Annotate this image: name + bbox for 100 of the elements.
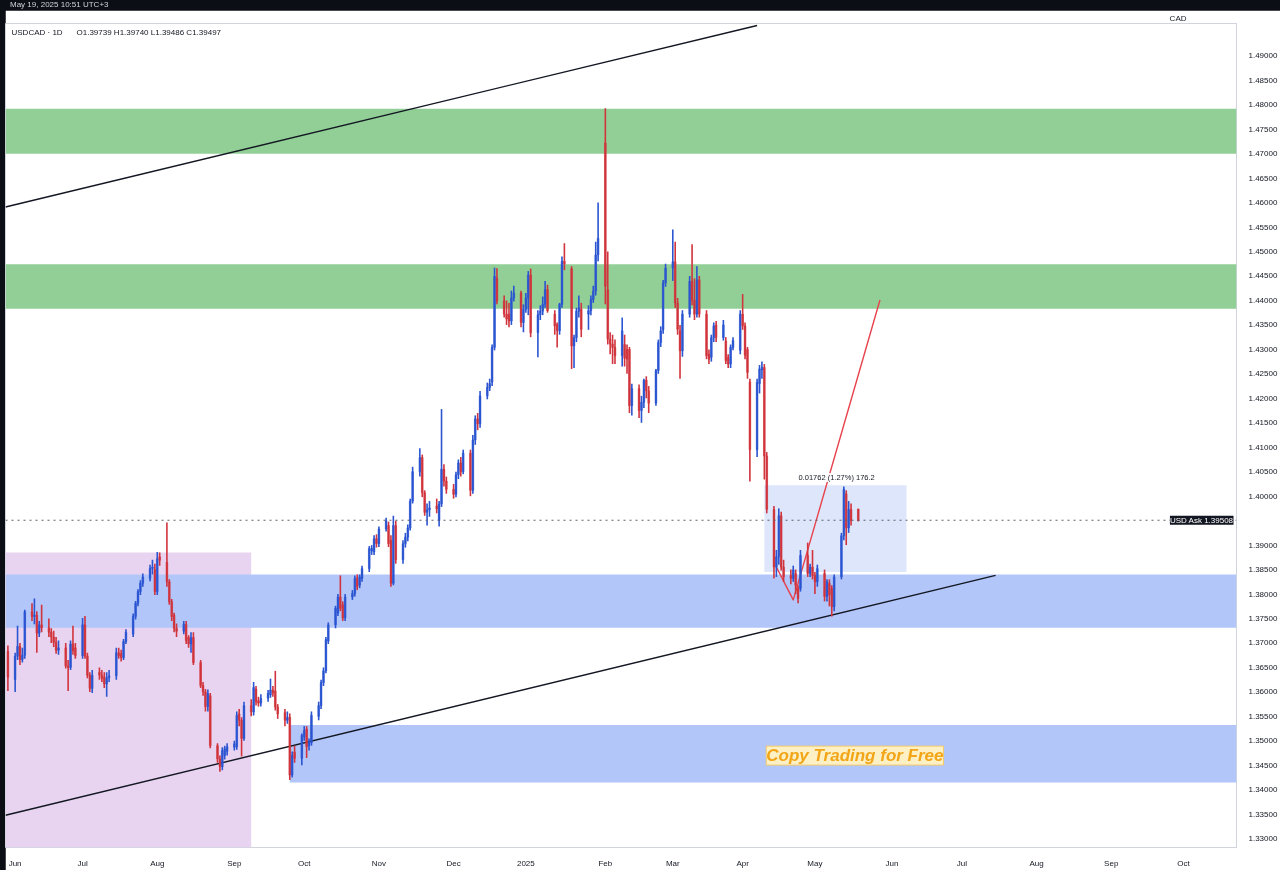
x-tick-label: Oct xyxy=(1177,858,1191,868)
y-tick-label: 1.35000 xyxy=(1248,736,1278,746)
text: May 19, 2025 10:51 UTC+3 xyxy=(10,0,109,10)
x-tick-label: Nov xyxy=(371,858,387,868)
y-tick-label: 1.46000 xyxy=(1248,198,1278,208)
candlestick xyxy=(158,551,161,567)
candlestick xyxy=(722,319,725,342)
candlestick xyxy=(254,685,258,707)
y-tick-label: 1.45500 xyxy=(1248,222,1278,232)
candlestick xyxy=(185,620,188,645)
candlestick xyxy=(857,508,860,523)
candlestick xyxy=(105,671,108,698)
candlestick xyxy=(580,302,583,338)
candlestick xyxy=(476,412,479,431)
y-tick-label: 1.40500 xyxy=(1248,467,1278,477)
candlestick xyxy=(546,283,549,314)
y-tick-label: 1.34000 xyxy=(1248,785,1278,795)
candlestick xyxy=(681,309,684,358)
y-tick-label: 1.36000 xyxy=(1248,687,1278,697)
x-tick-label: Jun xyxy=(885,858,899,868)
annotation: Copy Trading for Free xyxy=(766,746,944,766)
candlestick xyxy=(628,346,631,414)
y-tick-label: 1.37500 xyxy=(1248,614,1278,623)
candlestick xyxy=(117,647,120,660)
candlestick xyxy=(486,381,489,401)
y-tick-label: 1.33000 xyxy=(1248,834,1278,844)
candlestick xyxy=(510,289,513,326)
candlestick xyxy=(310,710,313,747)
y-tick-label: 1.38500 xyxy=(1248,565,1278,575)
candlestick xyxy=(192,631,195,666)
x-tick-label: Jun xyxy=(8,858,22,868)
x-tick-label: May xyxy=(807,858,823,868)
candlestick xyxy=(671,228,674,282)
y-tick-label: 1.38000 xyxy=(1248,589,1278,599)
y-tick-label: 1.47500 xyxy=(1248,124,1278,134)
x-tick-label: Sep xyxy=(227,858,243,868)
candlestick xyxy=(418,447,421,478)
candlestick xyxy=(698,275,701,319)
x-tick-label: 2025 xyxy=(516,858,536,868)
candlestick xyxy=(611,333,614,365)
x-tick-label: Aug xyxy=(1029,858,1044,868)
candlestick xyxy=(375,533,378,549)
y-tick-label: 1.42000 xyxy=(1248,393,1278,403)
ref-line-label: USD Ask 1.39508 xyxy=(1169,515,1234,525)
x-tick-label: Apr xyxy=(736,858,750,868)
candlestick xyxy=(156,551,159,596)
y-tick-label: 1.41500 xyxy=(1248,418,1278,428)
candlestick xyxy=(637,383,641,419)
candlestick xyxy=(563,242,566,271)
candlestick xyxy=(71,625,75,656)
x-tick-label: Jul xyxy=(77,858,88,868)
candlestick xyxy=(799,549,802,593)
candlestick xyxy=(715,320,718,343)
text: USDCAD · 1D xyxy=(11,27,63,37)
y-axis-title: CAD xyxy=(1169,13,1187,23)
candlestick xyxy=(344,593,347,622)
candlestick xyxy=(613,338,617,365)
candlestick xyxy=(507,302,511,329)
y-tick-label: 1.47000 xyxy=(1248,149,1278,159)
y-tick-label: 1.34500 xyxy=(1248,760,1278,770)
y-tick-label: 1.49000 xyxy=(1248,51,1278,61)
candlestick xyxy=(182,620,185,635)
candlestick xyxy=(816,563,819,588)
y-tick-label: 1.48500 xyxy=(1248,75,1278,85)
candlestick xyxy=(462,448,465,475)
y-tick-label: 1.43500 xyxy=(1248,320,1278,330)
candlestick xyxy=(305,725,308,759)
candlestick xyxy=(425,502,429,527)
candlestick xyxy=(435,497,438,515)
y-tick-label: 1.41000 xyxy=(1248,442,1278,452)
x-tick-label: Dec xyxy=(446,858,461,868)
candlestick xyxy=(630,382,633,417)
candlestick xyxy=(452,483,455,500)
candlestick xyxy=(368,545,371,573)
candlestick xyxy=(91,669,94,694)
y-tick-label: 1.45000 xyxy=(1248,247,1278,257)
y-tick-label: 1.40000 xyxy=(1248,491,1278,501)
candlestick xyxy=(394,519,397,565)
y-tick-label: 1.42500 xyxy=(1248,369,1278,379)
candlestick xyxy=(705,309,708,360)
y-tick-label: 1.33500 xyxy=(1248,809,1278,819)
candlestick xyxy=(288,712,291,781)
candlestick xyxy=(209,692,212,749)
y-tick-label: 1.44000 xyxy=(1248,295,1278,305)
candlestick xyxy=(23,608,26,660)
candlestick xyxy=(823,568,826,603)
candlestick xyxy=(570,265,573,370)
candlestick xyxy=(527,270,530,316)
y-tick-label: 1.36500 xyxy=(1248,662,1278,672)
candlestick xyxy=(529,267,532,338)
candlestick xyxy=(495,267,499,306)
x-tick-label: Aug xyxy=(150,858,165,868)
x-tick-label: Mar xyxy=(665,858,681,868)
candlestick xyxy=(57,639,60,656)
x-tick-label: Jul xyxy=(956,858,968,868)
candlestick xyxy=(115,647,118,681)
candlestick xyxy=(688,275,691,319)
candlestick xyxy=(505,299,508,326)
y-tick-label: 1.35500 xyxy=(1248,711,1278,721)
y-tick-label: 1.44500 xyxy=(1248,271,1278,281)
